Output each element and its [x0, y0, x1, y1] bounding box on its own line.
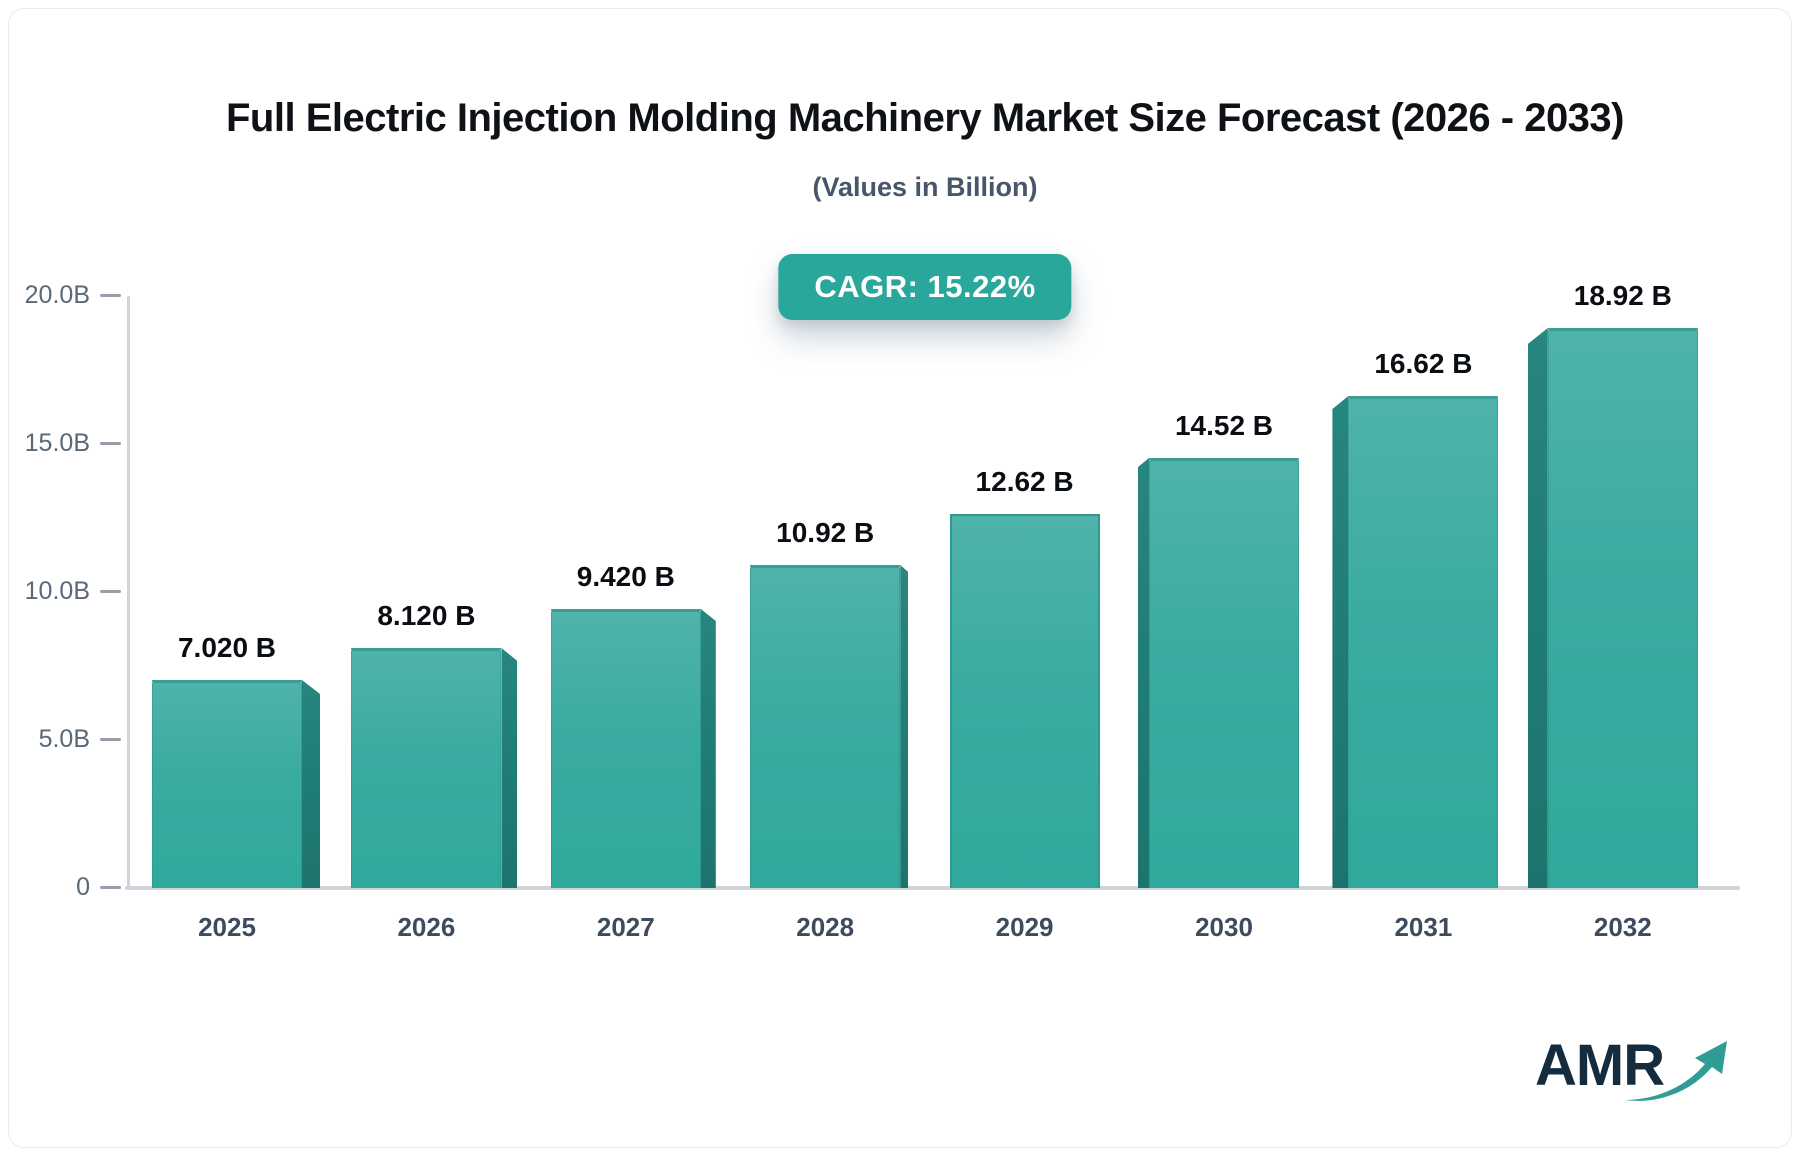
bar [152, 680, 302, 888]
bar-value-label: 8.120 B [377, 600, 476, 631]
bar-value-label: 16.62 B [1374, 348, 1473, 379]
x-tick-label: 2030 [1195, 912, 1253, 942]
y-tick-label: 5.0B [38, 725, 90, 753]
y-axis-line [127, 296, 130, 888]
bar-value-label: 7.020 B [177, 632, 277, 663]
bar [351, 648, 502, 888]
bar-value-label: 18.92 B [1573, 280, 1672, 311]
y-tick-label: 10.0B [24, 577, 90, 605]
x-tick-label: 2032 [1593, 912, 1652, 942]
bar-side-face [700, 609, 716, 888]
cagr-badge: CAGR: 15.22% [778, 254, 1072, 320]
bar-value-label: 14.52 B [1174, 410, 1274, 441]
x-tick-label: 2029 [995, 912, 1054, 942]
x-tick-label: 2027 [596, 912, 655, 942]
bar-side-face [900, 565, 909, 888]
bar [1149, 458, 1299, 888]
y-tick-mark [100, 738, 121, 741]
bar [750, 565, 901, 888]
y-tick-label: 15.0B [24, 429, 90, 457]
x-tick-label: 2031 [1394, 912, 1453, 942]
bar-side-face [1332, 396, 1349, 888]
amr-logo-text: AMR [1535, 1033, 1665, 1098]
x-tick-label: 2026 [397, 912, 456, 942]
x-axis-line [125, 886, 1740, 890]
chart-subtitle: (Values in Billion) [812, 172, 1038, 202]
bar-side-face [1138, 458, 1149, 888]
bar [1547, 328, 1698, 888]
bar [949, 514, 1100, 888]
growth-arrow-icon [1625, 1041, 1727, 1101]
x-tick-label: 2028 [796, 912, 855, 942]
amr-logo: AMR [1535, 1032, 1735, 1112]
y-tick-mark [100, 590, 121, 593]
bar [1348, 396, 1499, 888]
bar [550, 609, 701, 888]
bar-value-label: 9.420 B [576, 561, 675, 592]
x-tick-label: 2025 [198, 912, 256, 942]
y-tick-label: 20.0B [24, 281, 90, 309]
bar-value-label: 10.92 B [776, 517, 875, 548]
bar-side-face [1527, 328, 1548, 888]
bar-side-face [501, 648, 518, 888]
bar-value-label: 12.62 B [975, 466, 1074, 497]
y-tick-mark [100, 294, 121, 297]
y-tick-mark [100, 442, 121, 445]
bar-side-face [302, 680, 320, 888]
y-tick-mark [100, 886, 121, 889]
chart-title: Full Electric Injection Molding Machiner… [226, 96, 1625, 140]
y-tick-label: 0 [76, 873, 90, 901]
